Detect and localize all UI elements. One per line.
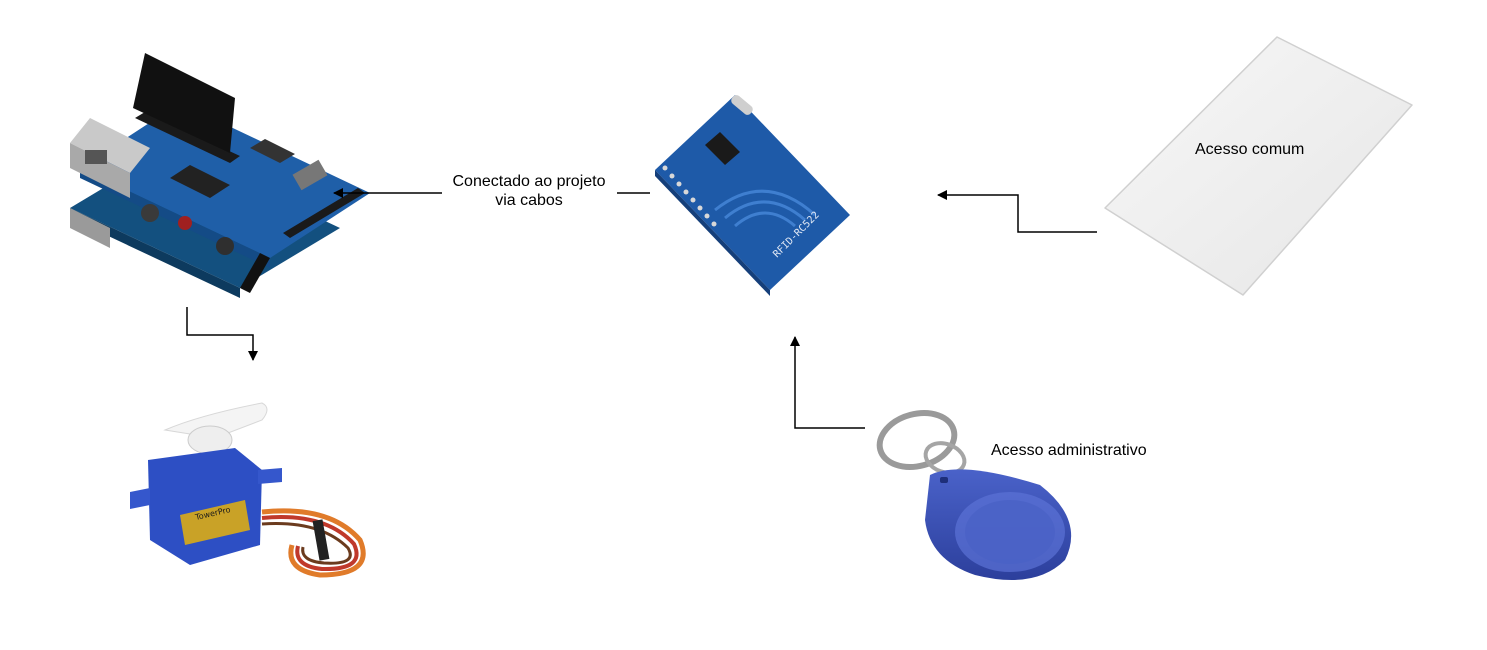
connection-label: Conectado ao projeto via cabos bbox=[440, 172, 618, 210]
arrow-card-to-reader bbox=[937, 190, 1097, 233]
rfid-reader-module-icon: RFID-RC522 bbox=[655, 95, 850, 296]
card-label: Acesso comum bbox=[1195, 141, 1305, 158]
connection-label-line1: Conectado ao projeto bbox=[452, 173, 606, 190]
arrow-arduino-to-servo bbox=[186, 307, 258, 361]
rfid-keyfob-icon bbox=[876, 410, 1072, 580]
servo-motor-icon: TowerPro bbox=[130, 402, 366, 578]
keyfob-label: Acesso administrativo bbox=[991, 442, 1147, 459]
connection-label-line2: via cabos bbox=[495, 192, 563, 209]
rfid-card-icon bbox=[1104, 36, 1413, 296]
arduino-ethernet-board-icon bbox=[70, 53, 370, 298]
arrow-keyfob-to-reader bbox=[790, 336, 865, 429]
